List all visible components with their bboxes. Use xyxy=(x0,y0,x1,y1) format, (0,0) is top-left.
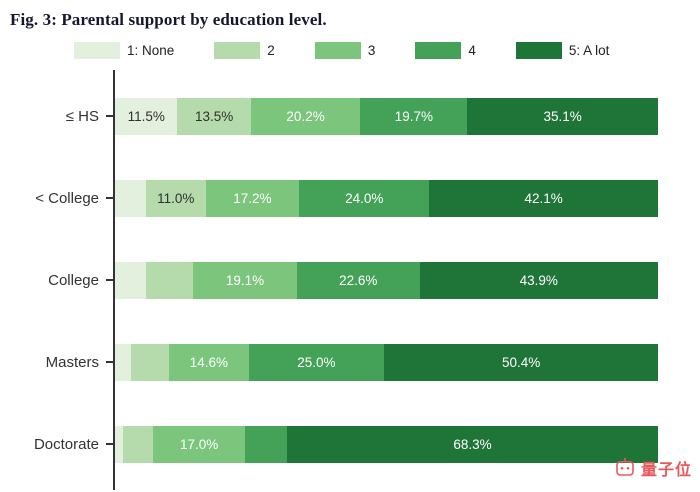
category-label: Masters xyxy=(45,353,99,371)
segment-value-label: 11.0% xyxy=(157,190,195,206)
bar-segment xyxy=(245,425,288,463)
qbitai-logo-icon xyxy=(616,457,634,476)
watermark: 量子位 xyxy=(614,456,692,480)
axis-tick xyxy=(106,115,113,117)
bar-segment xyxy=(131,343,170,381)
bar-segment: 42.1% xyxy=(429,179,658,217)
stacked-bar: 19.1% 22.6% 43.9% xyxy=(115,261,658,299)
chart: ≤ HS 11.5% 13.5% 20.2% 19.7% 35.1% < College 11… xyxy=(0,70,700,490)
figure-title: Fig. 3: Parental support by education le… xyxy=(10,10,327,29)
legend-item-label: 3 xyxy=(367,43,376,58)
bar-segment xyxy=(115,425,124,463)
legend-swatch xyxy=(74,42,120,59)
category-label: ≤ HS xyxy=(65,107,99,125)
legend-item: 4 xyxy=(415,42,476,59)
category-label: College xyxy=(48,271,99,289)
chart-rows: ≤ HS 11.5% 13.5% 20.2% 19.7% 35.1% < College 11… xyxy=(0,75,658,485)
legend-swatch xyxy=(314,42,361,59)
segment-value-label: 68.3% xyxy=(453,436,492,452)
stacked-bar: 14.6% 25.0% 50.4% xyxy=(115,343,658,381)
legend-swatch xyxy=(515,42,562,59)
bar-segment: 25.0% xyxy=(248,343,385,381)
legend-item: 1: None xyxy=(74,42,174,59)
category-label: < College xyxy=(35,189,99,207)
bar-segment: 11.5% xyxy=(115,97,178,135)
bar-segment: 17.0% xyxy=(153,425,246,463)
segment-value-label: 35.1% xyxy=(543,108,582,124)
category-label: Doctorate xyxy=(33,435,99,453)
stacked-bar: 11.5% 13.5% 20.2% 19.7% 35.1% xyxy=(115,97,658,135)
bar-segment: 43.9% xyxy=(419,261,658,299)
segment-value-label: 17.2% xyxy=(233,190,272,206)
bar-segment: 20.2% xyxy=(250,97,361,135)
bar-segment: 22.6% xyxy=(296,261,420,299)
segment-value-label: 43.9% xyxy=(519,272,558,288)
segment-value-label: 17.0% xyxy=(180,436,219,452)
bar-segment: 14.6% xyxy=(169,343,249,381)
segment-value-label: 14.6% xyxy=(189,354,229,370)
bar-segment xyxy=(115,179,146,217)
segment-value-label: 25.0% xyxy=(297,354,336,370)
chart-row: ≤ HS 11.5% 13.5% 20.2% 19.7% 35.1% xyxy=(0,75,658,157)
segment-value-label: 20.2% xyxy=(286,108,325,124)
segment-value-label: 22.6% xyxy=(339,272,378,288)
axis-tick xyxy=(106,361,113,363)
bar-segment: 68.3% xyxy=(287,425,658,463)
axis-tick xyxy=(106,443,113,445)
chart-row: < College 11.0% 17.2% 24.0% 42.1% xyxy=(0,157,658,239)
bar-segment xyxy=(115,343,132,381)
bar-segment: 13.5% xyxy=(177,97,251,135)
legend-item-label: 1: None xyxy=(127,43,175,58)
bar-segment: 50.4% xyxy=(384,343,658,381)
legend-swatch xyxy=(214,42,261,59)
segment-value-label: 50.4% xyxy=(501,354,541,370)
chart-row: Masters 14.6% 25.0% 50.4% xyxy=(0,321,658,403)
axis-tick xyxy=(106,279,113,281)
chart-row: Doctorate 17.0% 68.3% xyxy=(0,403,658,485)
segment-value-label: 19.1% xyxy=(225,272,265,288)
legend-item-label: 2 xyxy=(267,43,275,58)
segment-value-label: 19.7% xyxy=(394,108,434,124)
segment-value-label: 13.5% xyxy=(194,108,234,124)
chart-row: College 19.1% 22.6% 43.9% xyxy=(0,239,658,321)
bar-segment xyxy=(146,261,194,299)
legend-item: 2 xyxy=(214,42,275,59)
legend: 1: None 2 3 4 5: A lot xyxy=(74,42,700,59)
segment-value-label: 11.5% xyxy=(127,108,165,124)
bar-segment: 19.7% xyxy=(360,97,468,135)
bar-segment: 19.1% xyxy=(193,261,297,299)
legend-item: 5: A lot xyxy=(515,42,610,59)
stacked-bar: 11.0% 17.2% 24.0% 42.1% xyxy=(115,179,658,217)
bar-segment xyxy=(123,425,153,463)
segment-value-label: 24.0% xyxy=(345,190,384,206)
legend-item-label: 4 xyxy=(468,43,476,58)
y-axis-line xyxy=(113,70,115,490)
legend-item-label: 5: A lot xyxy=(568,43,610,58)
bar-segment: 24.0% xyxy=(299,179,430,217)
legend-swatch xyxy=(415,42,462,59)
bar-segment: 11.0% xyxy=(145,179,206,217)
axis-tick xyxy=(106,197,113,199)
bar-segment: 17.2% xyxy=(205,179,300,217)
watermark-text: 量子位 xyxy=(640,462,692,479)
legend-item: 3 xyxy=(314,42,376,59)
segment-value-label: 42.1% xyxy=(524,190,563,206)
bar-segment xyxy=(115,261,147,299)
bar-segment: 35.1% xyxy=(467,97,658,135)
stacked-bar: 17.0% 68.3% xyxy=(115,425,658,463)
